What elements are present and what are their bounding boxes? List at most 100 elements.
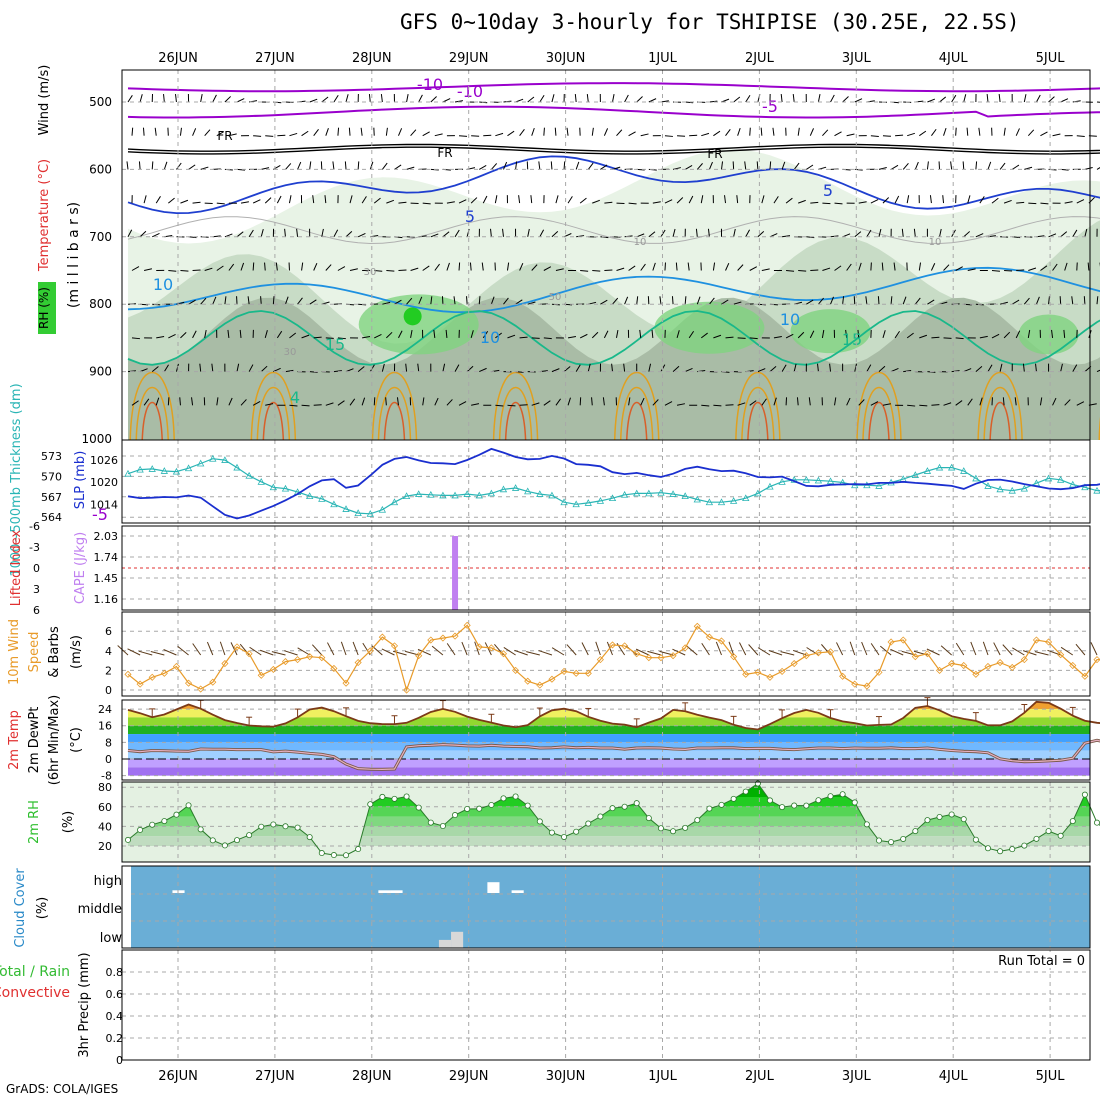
rh-ylabel-1: 2m RH	[27, 800, 42, 844]
surface-wind-barb	[1075, 643, 1086, 656]
wind-barb	[906, 332, 914, 339]
wind-barb	[567, 196, 573, 204]
wind-barb	[382, 301, 391, 305]
wind10m-frame	[121, 611, 1091, 697]
surface-wind-barb	[836, 642, 844, 656]
date-label-bottom: 29JUN	[449, 1069, 489, 1084]
thickness-point	[487, 489, 496, 497]
surface-wind-barb	[1060, 646, 1074, 656]
wind-barb	[422, 265, 430, 271]
thickness-point	[536, 490, 544, 497]
surface-wind-barb	[955, 642, 965, 656]
wind-barb	[369, 161, 374, 170]
wind-speed-point	[524, 677, 532, 685]
rh-point	[851, 799, 858, 806]
wind-barb	[518, 195, 521, 204]
wind-barb	[152, 232, 160, 238]
wind-barb	[725, 128, 731, 136]
wind-barb	[773, 397, 777, 406]
wind-barb	[482, 195, 488, 204]
wind-barb	[180, 199, 189, 204]
wind-barb	[818, 297, 824, 305]
wind-barb	[373, 197, 381, 204]
wind-barb	[611, 363, 613, 372]
temp-warm-contour	[383, 402, 406, 441]
wind-barb	[1015, 330, 1021, 339]
thickness-point	[1008, 486, 1016, 494]
wind-barb	[204, 129, 211, 137]
wind-ylabel-1: 10m Wind	[7, 619, 22, 685]
wind-barb	[890, 296, 893, 305]
wind-barb	[628, 202, 637, 205]
wind-speed-point	[257, 671, 265, 679]
wind-barb	[227, 329, 230, 338]
rh-line	[127, 782, 1100, 856]
wind-speed-point	[572, 669, 580, 677]
surface-wind-barb	[635, 648, 650, 656]
wind-barb	[260, 228, 264, 237]
wind-barb	[313, 336, 322, 339]
wind-barb	[713, 130, 721, 137]
thickness-point	[257, 478, 265, 485]
surface-wind-barb	[392, 650, 407, 656]
wind-barb	[349, 268, 358, 271]
wind-barb	[733, 96, 741, 103]
temp-warm-contour	[735, 372, 781, 441]
wind-barb	[155, 397, 160, 406]
wind-barb	[773, 196, 779, 204]
thickness-point	[427, 490, 435, 498]
wind-speed-point	[802, 652, 810, 660]
wind-barb	[143, 398, 150, 406]
wind-barb	[1035, 363, 1037, 372]
rh-moist-core	[403, 307, 422, 326]
wind-barb	[951, 94, 957, 103]
surface-wind-barb	[177, 645, 189, 656]
wind-barb	[204, 267, 213, 271]
wind-barb	[368, 93, 371, 103]
wind-barb	[179, 127, 182, 136]
wind-barb	[648, 231, 656, 238]
pressure-tick-label: 600	[89, 162, 112, 176]
date-label-top: 3JUL	[842, 51, 872, 66]
temp-warm-contour	[129, 372, 175, 441]
rh-contour-gray	[127, 216, 1100, 245]
wind-barb	[264, 262, 266, 271]
surface-wind-barb	[474, 641, 480, 656]
wind-barb	[652, 201, 661, 204]
wind-barb	[725, 336, 734, 339]
wind-barb	[454, 364, 460, 372]
temp-contour-15	[127, 310, 1100, 366]
temp2m-frame	[121, 699, 1091, 781]
wind-barb	[527, 301, 536, 305]
wind-barb	[660, 100, 669, 103]
rh-point	[1057, 832, 1064, 839]
wind-barb	[810, 269, 819, 271]
wind-barb	[236, 98, 245, 103]
wind-barb	[664, 262, 666, 271]
wind-barb	[708, 161, 713, 170]
surface-wind-barb	[431, 645, 444, 656]
wind-barb	[612, 297, 619, 305]
wind-barb	[285, 369, 294, 373]
wind-barb	[176, 162, 182, 170]
wind-speed-point	[269, 665, 277, 673]
wind-barb	[567, 335, 577, 339]
wind-speed-point	[717, 637, 726, 645]
wind-barb	[179, 397, 181, 406]
cloud-ylabel-2: (%)	[35, 897, 50, 920]
wind-barb	[895, 134, 904, 137]
thickness-point	[306, 492, 314, 500]
wind-barb	[808, 397, 811, 406]
wind-barb	[745, 229, 751, 238]
wind-barb	[628, 397, 631, 406]
rh-band	[128, 836, 1090, 846]
wind-barb	[430, 233, 439, 238]
wind-barb	[333, 229, 339, 238]
wind-barb	[309, 371, 318, 373]
wind-barb	[806, 164, 814, 170]
surface-wind-barb	[503, 647, 516, 656]
wind-barb	[951, 370, 960, 373]
wind-barb	[854, 98, 863, 103]
wind-barb	[349, 398, 356, 406]
date-label-bottom: 28JUN	[352, 1069, 392, 1084]
